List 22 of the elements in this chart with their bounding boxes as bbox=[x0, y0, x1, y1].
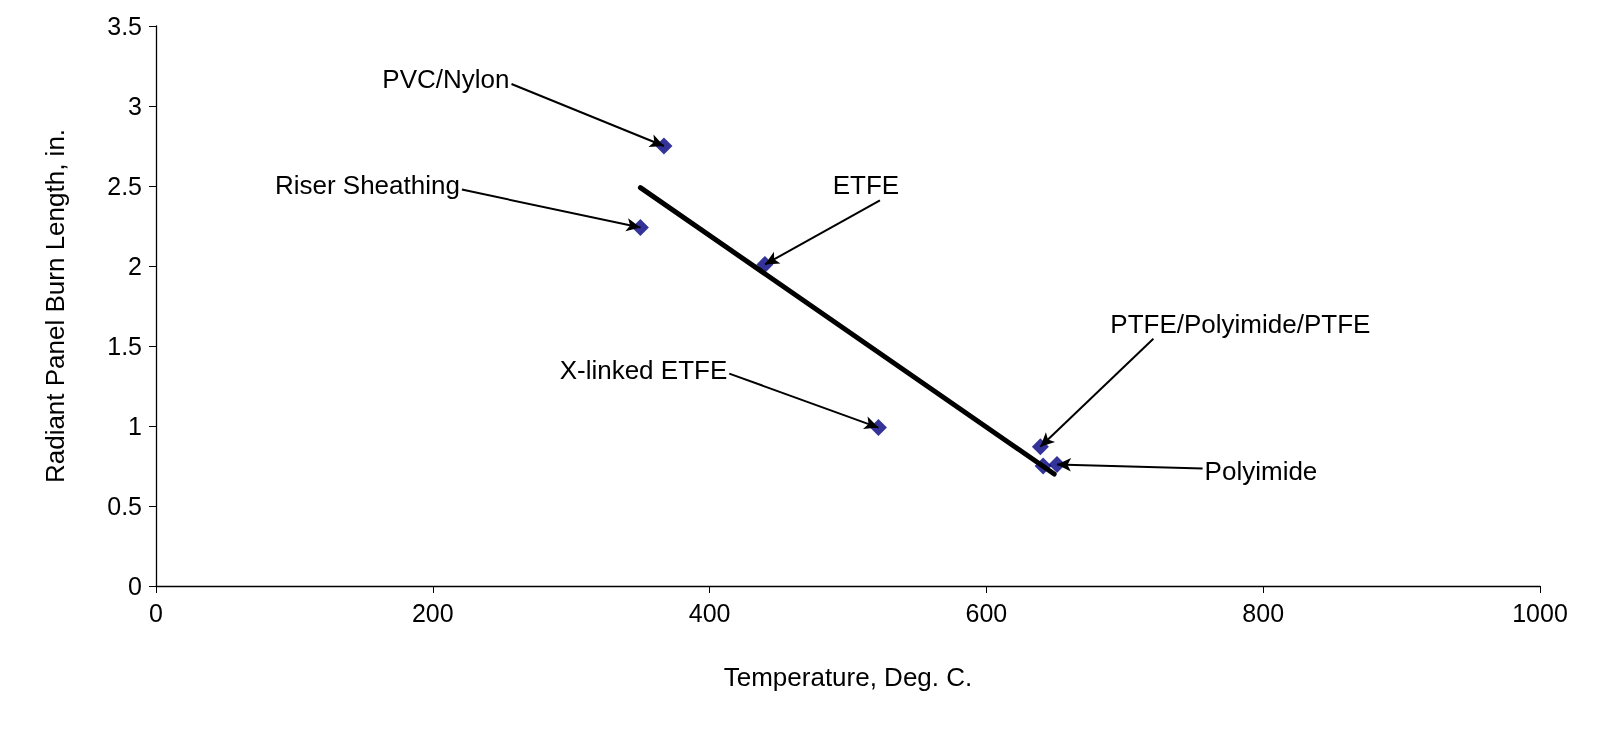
annotation: Riser Sheathing bbox=[274, 169, 460, 200]
y-tick-label: 1.5 bbox=[107, 332, 142, 360]
y-tick-label: 2.5 bbox=[107, 172, 142, 200]
annotation: PTFE/Polyimide/PTFE bbox=[1110, 308, 1371, 339]
annotation: Polyimide bbox=[1204, 456, 1318, 487]
y-tick-label: 3.5 bbox=[107, 12, 142, 40]
x-tick-label: 200 bbox=[411, 598, 454, 627]
x-tick-label: 1000 bbox=[1512, 598, 1568, 627]
y-tick-label: 0.5 bbox=[107, 492, 142, 520]
x-tick-label: 600 bbox=[965, 598, 1008, 627]
y-tick-label: 3 bbox=[128, 92, 142, 120]
x-tick-label: 0 bbox=[149, 598, 163, 627]
y-tick-label: 1 bbox=[128, 412, 142, 440]
x-axis-title: Temperature, Deg. C. bbox=[723, 662, 973, 692]
y-axis-title: Radiant Panel Burn Length, in. bbox=[40, 128, 70, 484]
y-tick-label: 2 bbox=[128, 252, 142, 280]
annotation: ETFE bbox=[832, 170, 900, 201]
y-tick-label: 0 bbox=[128, 572, 142, 600]
x-tick-label: 800 bbox=[1242, 598, 1285, 627]
x-tick-label: 400 bbox=[688, 598, 731, 627]
annotation: X-linked ETFE bbox=[559, 354, 728, 385]
annotation: PVC/Nylon bbox=[382, 64, 510, 94]
